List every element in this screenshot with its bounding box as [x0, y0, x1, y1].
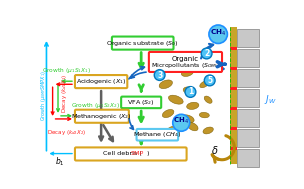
Text: Decay ($k_{d2}X_2$): Decay ($k_{d2}X_2$) — [47, 128, 86, 136]
Ellipse shape — [183, 87, 195, 94]
FancyBboxPatch shape — [136, 129, 178, 140]
Text: Methane ($CH_4$): Methane ($CH_4$) — [133, 130, 181, 139]
Text: 2: 2 — [204, 49, 209, 58]
Circle shape — [173, 114, 190, 131]
Text: $b_1$: $b_1$ — [55, 155, 64, 167]
Text: 1: 1 — [188, 88, 193, 96]
FancyBboxPatch shape — [112, 36, 174, 50]
Text: Organic substrate ($S_0$): Organic substrate ($S_0$) — [106, 39, 179, 48]
Bar — [230, 147, 237, 150]
Text: CH$_4$: CH$_4$ — [210, 28, 226, 38]
Bar — [237, 129, 259, 147]
Bar — [230, 67, 237, 70]
Ellipse shape — [199, 112, 209, 118]
Text: Growth ($\mu_{SMP}SMPX_1$): Growth ($\mu_{SMP}SMPX_1$) — [39, 70, 48, 121]
Ellipse shape — [168, 95, 183, 104]
Text: 3: 3 — [157, 70, 162, 80]
Bar — [230, 127, 237, 130]
Bar — [230, 47, 237, 50]
Ellipse shape — [200, 81, 209, 88]
Ellipse shape — [181, 69, 193, 76]
Ellipse shape — [188, 122, 198, 131]
FancyBboxPatch shape — [75, 110, 129, 123]
Bar — [237, 149, 259, 167]
Text: ): ) — [147, 151, 149, 156]
Text: Growth ($\mu_1 S_1 X_1$): Growth ($\mu_1 S_1 X_1$) — [42, 66, 91, 75]
Bar — [237, 89, 259, 107]
Ellipse shape — [181, 115, 194, 123]
Text: $\delta$: $\delta$ — [211, 144, 218, 156]
Ellipse shape — [196, 59, 205, 67]
Ellipse shape — [166, 126, 181, 135]
Ellipse shape — [162, 109, 174, 118]
Ellipse shape — [166, 60, 181, 70]
Text: $J_W$: $J_W$ — [264, 93, 277, 106]
FancyBboxPatch shape — [75, 147, 187, 160]
Ellipse shape — [204, 96, 212, 103]
Circle shape — [201, 48, 212, 59]
Text: Decay ($k_{d1}X_1$): Decay ($k_{d1}X_1$) — [60, 74, 69, 113]
Bar — [237, 49, 259, 67]
Text: Growth ($\mu_1 S_2 X_2$): Growth ($\mu_1 S_2 X_2$) — [71, 101, 120, 110]
Text: Cell debris (: Cell debris ( — [102, 151, 141, 156]
FancyBboxPatch shape — [121, 97, 161, 108]
Text: Acidogenic ($X_1$): Acidogenic ($X_1$) — [76, 77, 126, 86]
Bar — [237, 29, 259, 47]
Ellipse shape — [187, 102, 199, 109]
Circle shape — [185, 87, 196, 97]
Text: Methanogenic ($X_2$): Methanogenic ($X_2$) — [71, 112, 132, 121]
Text: VFA ($S_2$): VFA ($S_2$) — [127, 98, 155, 107]
Text: Organic: Organic — [171, 56, 199, 62]
Circle shape — [209, 25, 227, 43]
Bar — [230, 87, 237, 90]
FancyBboxPatch shape — [149, 52, 222, 72]
Text: CH$_4$: CH$_4$ — [173, 116, 189, 126]
Circle shape — [154, 70, 165, 81]
Ellipse shape — [159, 80, 172, 89]
Ellipse shape — [203, 127, 213, 134]
FancyBboxPatch shape — [75, 75, 127, 88]
Bar — [230, 26, 237, 164]
Bar — [237, 109, 259, 127]
Text: Micropollutants ($S_{OMI}$): Micropollutants ($S_{OMI}$) — [150, 61, 219, 70]
Text: 5: 5 — [207, 76, 212, 85]
Circle shape — [204, 75, 215, 86]
Text: SMP: SMP — [131, 151, 144, 156]
Bar — [230, 107, 237, 110]
Bar — [237, 69, 259, 87]
